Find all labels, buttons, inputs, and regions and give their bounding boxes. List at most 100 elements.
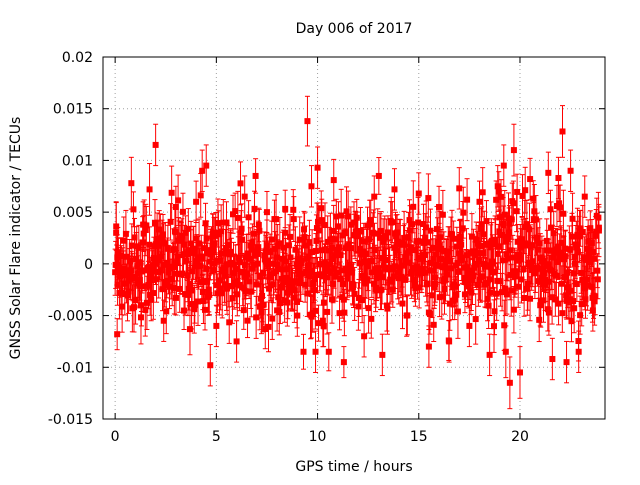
- data-marker: [185, 225, 192, 232]
- data-marker: [170, 246, 177, 253]
- data-marker: [207, 362, 214, 369]
- data-marker: [316, 227, 323, 234]
- data-point-outlier: [567, 149, 574, 192]
- data-marker: [260, 301, 267, 308]
- data-marker: [525, 259, 532, 266]
- data-point-outlier: [425, 325, 432, 368]
- data-marker: [310, 279, 317, 286]
- data-point-outlier: [545, 151, 552, 195]
- data-marker: [269, 260, 276, 267]
- data-marker: [369, 257, 376, 264]
- data-marker: [284, 299, 291, 306]
- data-point-outlier: [537, 284, 544, 327]
- data-marker: [389, 286, 396, 293]
- data-marker: [283, 266, 290, 273]
- data-marker: [380, 238, 387, 245]
- data-marker: [296, 271, 303, 278]
- data-marker: [280, 244, 287, 251]
- data-point: [408, 245, 415, 299]
- data-point: [244, 303, 251, 339]
- data-marker: [377, 227, 384, 234]
- data-marker: [410, 203, 417, 210]
- data-marker: [522, 187, 529, 194]
- data-marker: [319, 247, 326, 254]
- data-marker: [220, 264, 227, 271]
- data-marker: [202, 306, 209, 313]
- data-marker: [587, 256, 594, 263]
- data-marker: [155, 242, 162, 249]
- data-marker: [362, 279, 369, 286]
- data-marker: [529, 242, 536, 249]
- data-marker: [499, 257, 506, 264]
- data-marker: [463, 264, 470, 271]
- data-marker: [160, 317, 167, 324]
- data-marker: [269, 315, 276, 322]
- data-marker: [355, 294, 362, 301]
- data-marker: [567, 287, 574, 294]
- data-point: [133, 231, 140, 287]
- data-marker: [550, 254, 557, 261]
- data-marker: [595, 224, 602, 231]
- data-marker: [536, 316, 543, 323]
- data-marker: [178, 232, 185, 239]
- data-marker: [184, 251, 191, 258]
- data-marker: [147, 276, 154, 283]
- data-marker: [552, 296, 559, 303]
- data-marker: [248, 288, 255, 295]
- data-marker: [267, 271, 274, 278]
- data-marker: [265, 323, 272, 330]
- data-marker: [461, 274, 468, 281]
- data-point: [594, 259, 601, 300]
- data-marker: [570, 270, 577, 277]
- data-marker: [138, 302, 145, 309]
- data-marker: [595, 214, 602, 221]
- data-marker: [560, 256, 567, 263]
- data-marker: [415, 254, 422, 261]
- data-marker: [389, 219, 396, 226]
- data-marker: [112, 269, 119, 276]
- data-point-outlier: [595, 206, 602, 249]
- data-marker: [308, 183, 315, 190]
- data-marker: [120, 265, 127, 272]
- data-marker: [537, 254, 544, 261]
- data-marker: [412, 285, 419, 292]
- data-marker: [311, 287, 318, 294]
- data-marker: [312, 348, 319, 355]
- data-marker: [153, 276, 160, 283]
- data-marker: [143, 222, 150, 229]
- data-marker: [555, 175, 562, 182]
- data-marker: [114, 281, 121, 288]
- data-marker: [547, 206, 554, 213]
- data-marker: [495, 188, 502, 195]
- data-marker: [294, 312, 301, 319]
- data-marker: [554, 243, 561, 250]
- data-point-outlier: [494, 165, 501, 208]
- data-point-outlier: [304, 95, 311, 147]
- data-marker: [146, 186, 153, 193]
- data-marker: [565, 284, 572, 291]
- data-marker: [568, 318, 575, 325]
- data-point: [483, 200, 490, 243]
- data-point: [237, 161, 244, 206]
- data-marker: [531, 208, 538, 215]
- data-marker: [362, 258, 369, 265]
- data-marker: [545, 169, 552, 176]
- data-marker: [588, 240, 595, 247]
- data-marker: [213, 282, 220, 289]
- data-marker: [140, 230, 147, 237]
- data-marker: [437, 255, 444, 262]
- data-marker: [574, 248, 581, 255]
- data-marker: [294, 256, 301, 263]
- data-marker: [405, 248, 412, 255]
- data-marker: [468, 289, 475, 296]
- data-marker: [250, 230, 257, 237]
- data-marker: [186, 280, 193, 287]
- data-marker: [473, 236, 480, 243]
- data-marker: [298, 260, 305, 267]
- data-marker: [426, 311, 433, 318]
- data-marker: [292, 278, 299, 285]
- data-marker: [205, 286, 212, 293]
- data-point-outlier: [330, 158, 337, 202]
- data-marker: [264, 257, 271, 264]
- data-marker: [263, 247, 270, 254]
